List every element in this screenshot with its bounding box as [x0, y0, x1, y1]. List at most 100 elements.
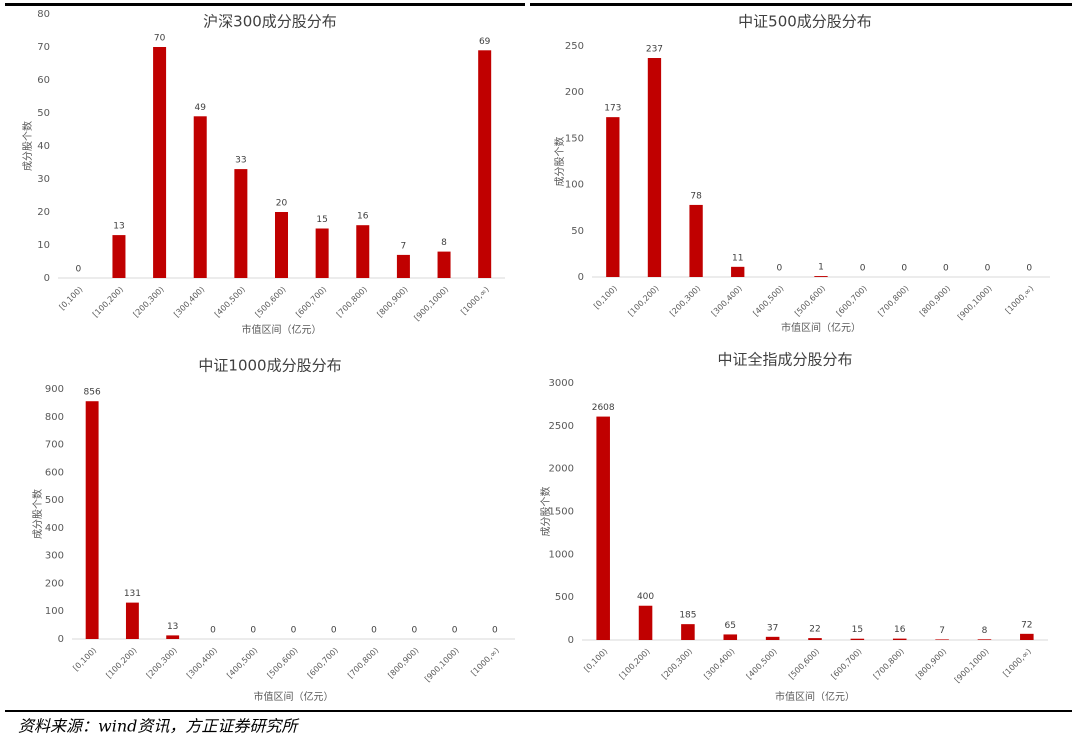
x-tick-label: [0,100): [592, 284, 619, 311]
bar: [234, 169, 248, 278]
x-tick-label: [200,300): [145, 646, 179, 680]
value-label: 49: [195, 103, 207, 113]
x-axis-title: 市值区间（亿元）: [775, 690, 855, 703]
value-label: 15: [852, 625, 863, 635]
x-tick-label: [100,200): [104, 646, 138, 680]
y-tick-label: 1000: [549, 549, 574, 560]
x-tick-label: [200,300): [668, 284, 702, 318]
y-tick-label: 10: [37, 240, 50, 251]
x-tick-label: [200,300): [132, 285, 166, 319]
y-tick-label: 30: [37, 174, 50, 185]
x-tick-label: [600,700): [829, 647, 863, 681]
y-tick-label: 500: [45, 495, 64, 506]
value-label: 0: [250, 626, 256, 636]
x-tick-label: [0,100): [71, 646, 98, 673]
value-label: 1: [818, 263, 824, 273]
bar: [437, 251, 451, 278]
y-tick-label: 2000: [549, 464, 574, 475]
bar: [166, 635, 180, 639]
bar: [723, 634, 738, 640]
chart-title: 中证1000成分股分布: [198, 357, 341, 375]
y-tick-label: 700: [45, 440, 64, 451]
x-tick-label: [400,500): [213, 285, 247, 319]
value-label: 400: [637, 592, 654, 602]
y-tick-label: 800: [45, 412, 64, 423]
chart-title: 中证500成分股分布: [738, 13, 872, 31]
y-tick-label: 500: [555, 592, 574, 603]
value-label: 0: [943, 264, 949, 274]
x-tick-label: [500,600): [787, 647, 821, 681]
y-tick-label: 400: [45, 523, 64, 534]
value-label: 173: [604, 104, 621, 114]
x-tick-label: [400,500): [751, 284, 785, 318]
value-label: 856: [84, 388, 101, 398]
value-label: 13: [167, 622, 178, 632]
bar: [689, 204, 703, 277]
value-label: 0: [901, 264, 907, 274]
x-tick-label: [800,900): [375, 285, 409, 319]
bar: [606, 117, 620, 277]
bar: [765, 636, 780, 640]
value-label: 0: [860, 264, 866, 274]
bar: [935, 639, 949, 640]
y-tick-label: 60: [37, 75, 50, 86]
y-tick-label: 600: [45, 467, 64, 478]
value-label: 0: [331, 626, 337, 636]
x-tick-label: [100,200): [618, 647, 652, 681]
value-label: 70: [154, 34, 166, 44]
bar: [85, 401, 99, 639]
y-tick-label: 70: [37, 42, 50, 53]
value-label: 16: [894, 625, 906, 635]
value-label: 237: [646, 45, 663, 55]
chart-title: 中证全指成分股分布: [717, 351, 852, 369]
chart-title: 沪深300成分股分布: [203, 13, 337, 31]
x-tick-label: [200,300): [660, 647, 694, 681]
x-tick-label: [300,400): [185, 646, 219, 680]
value-label: 7: [939, 626, 945, 636]
x-tick-label: [900,1000): [412, 285, 450, 323]
y-axis-title: 成分股个数: [539, 487, 552, 537]
value-label: 22: [809, 625, 820, 635]
bar: [1020, 633, 1034, 640]
x-tick-label: [400,500): [745, 647, 779, 681]
value-label: 37: [767, 623, 778, 633]
value-label: 20: [276, 199, 288, 209]
y-tick-label: 3000: [549, 378, 574, 389]
value-label: 131: [124, 589, 141, 599]
value-label: 13: [113, 222, 124, 232]
x-tick-label: [600,700): [294, 285, 328, 319]
x-tick-label: [800,900): [918, 284, 952, 318]
value-label: 0: [985, 264, 991, 274]
bar: [850, 638, 865, 640]
value-label: 185: [679, 611, 696, 621]
value-label: 16: [357, 212, 369, 222]
bar: [112, 235, 126, 278]
y-tick-label: 0: [44, 273, 50, 284]
top-rule: [5, 3, 525, 6]
y-tick-label: 200: [565, 87, 584, 98]
bar: [731, 266, 745, 277]
value-label: 2608: [592, 403, 615, 413]
y-tick-label: 2500: [549, 421, 574, 432]
top-rule: [530, 3, 1072, 6]
value-label: 72: [1021, 620, 1032, 630]
x-tick-label: [300,400): [172, 285, 206, 319]
x-tick-label: [1000,∞): [1004, 284, 1036, 316]
bar: [814, 276, 828, 277]
bar: [647, 58, 662, 278]
value-label: 0: [492, 626, 498, 636]
bar: [315, 228, 329, 278]
x-tick-label: [800,900): [386, 646, 420, 680]
x-tick-label: [300,400): [710, 284, 744, 318]
value-label: 33: [235, 156, 246, 166]
y-tick-label: 0: [568, 635, 574, 646]
x-tick-label: [800,900): [914, 647, 948, 681]
bar: [153, 47, 167, 278]
x-tick-label: [700,800): [876, 284, 910, 318]
x-tick-label: [700,800): [872, 647, 906, 681]
value-label: 8: [441, 238, 447, 248]
bar: [396, 254, 410, 278]
x-tick-label: [400,500): [225, 646, 259, 680]
x-tick-label: [600,700): [306, 646, 340, 680]
